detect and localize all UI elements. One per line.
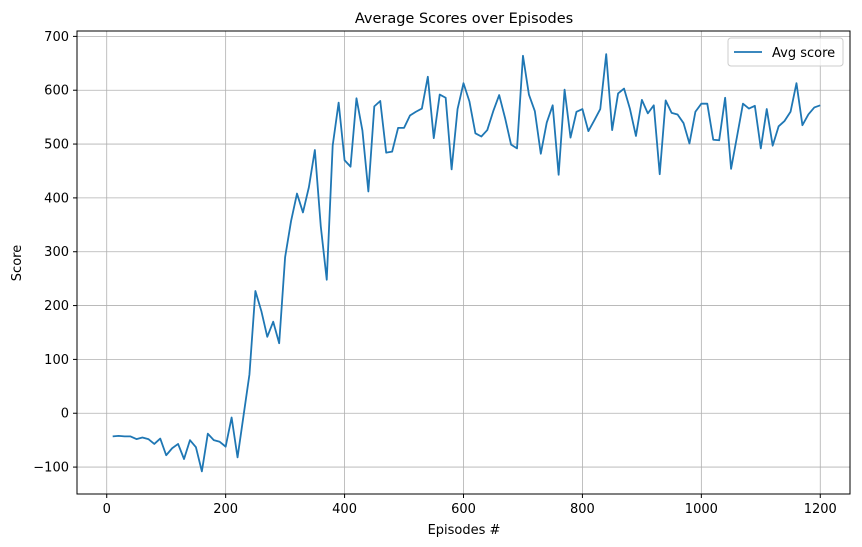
- y-axis: −100 0 100 200 300 400 500 600 700: [33, 30, 77, 476]
- y-tick-label: 600: [44, 84, 69, 99]
- x-tick-label: 800: [570, 502, 595, 517]
- y-tick-label: −100: [33, 461, 69, 476]
- legend-label: Avg score: [772, 46, 835, 61]
- x-tick-label: 600: [451, 502, 476, 517]
- series-layer: [112, 53, 821, 473]
- y-tick-label: 200: [44, 299, 69, 314]
- y-tick-label: 0: [61, 407, 69, 422]
- y-tick-label: 300: [44, 245, 69, 260]
- x-axis-label: Episodes #: [428, 523, 501, 538]
- y-tick-label: 700: [44, 30, 69, 45]
- x-tick-label: 0: [103, 502, 111, 517]
- x-tick-label: 200: [213, 502, 238, 517]
- legend: Avg score: [727, 37, 844, 67]
- y-tick-label: 500: [44, 138, 69, 153]
- y-tick-label: 100: [44, 353, 69, 368]
- chart-title: Average Scores over Episodes: [355, 11, 573, 27]
- x-axis: 0 200 400 600 800 1000 1200: [103, 494, 837, 517]
- grid: [77, 31, 850, 494]
- series-line: [112, 53, 821, 473]
- legend-box: [727, 37, 844, 67]
- x-tick-label: 400: [332, 502, 357, 517]
- x-tick-label: 1200: [804, 502, 837, 517]
- y-axis-label: Score: [10, 245, 25, 281]
- y-tick-label: 400: [44, 191, 69, 206]
- x-tick-label: 1000: [685, 502, 718, 517]
